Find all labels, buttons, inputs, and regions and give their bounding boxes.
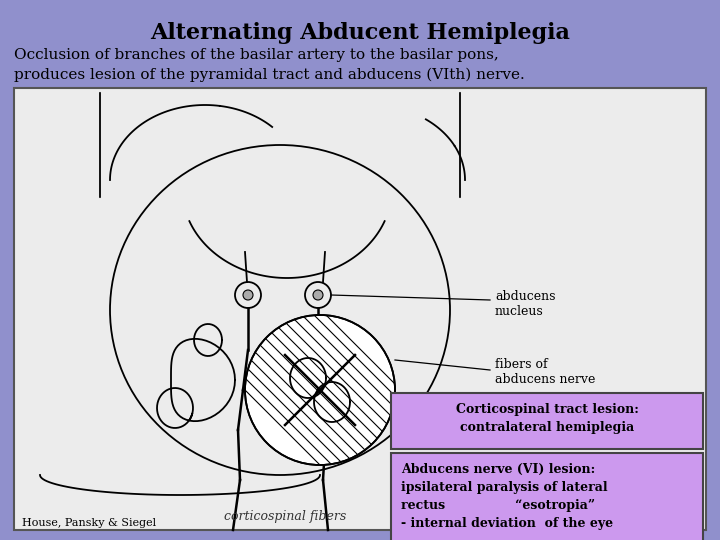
Text: - internal deviation  of the eye: - internal deviation of the eye [401, 517, 613, 530]
Text: abducens
nucleus: abducens nucleus [495, 290, 556, 318]
Text: rectus                “esotropia”: rectus “esotropia” [401, 499, 595, 512]
Circle shape [313, 290, 323, 300]
Text: fibers of
abducens nerve: fibers of abducens nerve [495, 358, 595, 386]
FancyBboxPatch shape [14, 88, 706, 530]
Circle shape [243, 290, 253, 300]
FancyBboxPatch shape [391, 453, 703, 540]
Text: Corticospinal tract lesion:: Corticospinal tract lesion: [456, 403, 639, 416]
Circle shape [235, 282, 261, 308]
Text: Alternating Abducent Hemiplegia: Alternating Abducent Hemiplegia [150, 22, 570, 44]
Text: produces lesion of the pyramidal tract and abducens (VIth) nerve.: produces lesion of the pyramidal tract a… [14, 68, 525, 83]
Circle shape [245, 315, 395, 465]
Text: Occlusion of branches of the basilar artery to the basilar pons,: Occlusion of branches of the basilar art… [14, 48, 499, 62]
Text: corticospinal fibers: corticospinal fibers [224, 510, 346, 523]
Text: contralateral hemiplegia: contralateral hemiplegia [460, 421, 634, 434]
Text: House, Pansky & Siegel: House, Pansky & Siegel [22, 518, 156, 528]
FancyBboxPatch shape [391, 393, 703, 449]
Text: ipsilateral paralysis of lateral: ipsilateral paralysis of lateral [401, 481, 608, 494]
Text: Abducens nerve (VI) lesion:: Abducens nerve (VI) lesion: [401, 463, 595, 476]
Circle shape [305, 282, 331, 308]
